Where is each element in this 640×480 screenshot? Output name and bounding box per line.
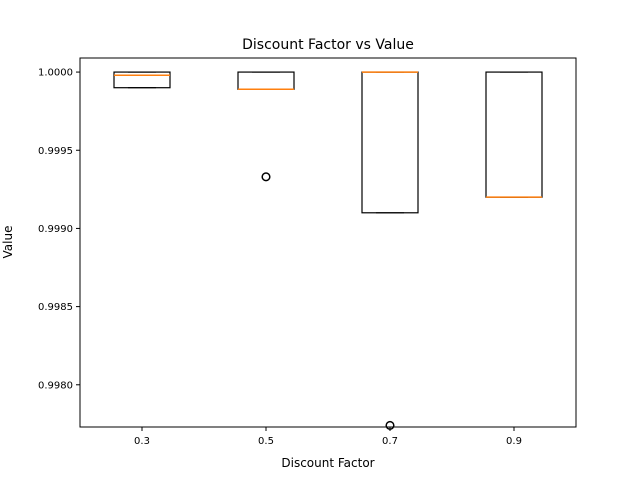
x-tick-label: 0.9 [506, 436, 522, 447]
y-tick-label: 0.9980 [38, 380, 73, 391]
outlier-point [385, 420, 395, 430]
y-tick-label: 1.0000 [38, 68, 73, 79]
outlier-point [261, 172, 271, 182]
box-0.7 [361, 71, 419, 214]
x-axis-label: Discount Factor [281, 456, 374, 470]
y-tick-label: 0.9995 [38, 146, 73, 157]
box-0.9 [485, 71, 543, 198]
x-tick-label: 0.5 [258, 436, 274, 447]
y-axis-label: Value [1, 226, 15, 259]
plot-area: 0.9980 0.9985 0.9990 0.9995 1.0000 0.3 0.5 0.7 0… [38, 57, 577, 447]
box-0.3 [113, 71, 171, 89]
y-tick-label: 0.9985 [38, 302, 73, 313]
x-tick-label: 0.7 [382, 436, 398, 447]
x-tick-label: 0.3 [134, 436, 150, 447]
axes-frame [79, 57, 577, 428]
box-0.5 [237, 71, 295, 90]
y-tick-label: 0.9990 [38, 224, 73, 235]
chart-title: Discount Factor vs Value [242, 37, 414, 53]
